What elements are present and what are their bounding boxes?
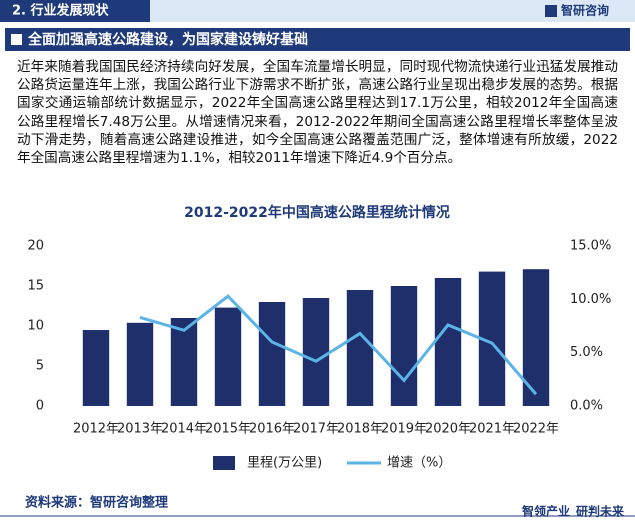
logo-icon (545, 5, 557, 17)
y2-tick-label: 5.0% (570, 345, 603, 360)
bar (170, 318, 198, 406)
x-tick-label: 2016年 (249, 422, 295, 437)
banner (5, 28, 630, 51)
bar (258, 302, 286, 406)
source: 资料来源：智研咨询整理 (25, 495, 168, 511)
x-tick-label: 2019年 (381, 422, 427, 437)
chart-title: 2012-2022年中国高速公路里程统计情况 (184, 204, 450, 221)
y2-tick-label: 10.0% (570, 292, 611, 307)
brand: 智研咨询 (560, 3, 609, 18)
x-tick-label: 2022年 (513, 422, 559, 437)
bar (214, 307, 242, 406)
y-tick-label: 0 (36, 399, 44, 414)
legend-label: 增速（%） (387, 456, 451, 471)
bar (346, 290, 374, 406)
header-bar (0, 0, 635, 22)
paragraph: 近年来随着我国国民经济持续向好发展，全国车流量增长明显，同时现代物流快递行业迅猛… (17, 59, 618, 167)
section-title: 2. 行业发展现状 (12, 3, 110, 19)
y-tick-label: 5 (36, 359, 44, 374)
header-tab (0, 0, 150, 22)
x-tick-label: 2014年 (161, 422, 207, 437)
x-tick-label: 2013年 (117, 422, 163, 437)
footer-right: 研判未来 (576, 504, 625, 519)
x-tick-label: 2017年 (293, 422, 339, 437)
x-tick-label: 2020年 (425, 422, 471, 437)
bar (434, 278, 462, 406)
bar (302, 298, 330, 406)
banner-icon (11, 34, 22, 45)
bar (126, 322, 154, 406)
footer-left: 智领产业 (521, 504, 570, 519)
x-tick-label: 2018年 (337, 422, 383, 437)
y-tick-label: 20 (27, 239, 44, 254)
y2-tick-label: 0.0% (570, 399, 603, 414)
y-tick-label: 15 (27, 279, 44, 294)
x-tick-label: 2021年 (469, 422, 515, 437)
x-tick-label: 2015年 (205, 422, 251, 437)
y2-tick-label: 15.0% (570, 239, 611, 254)
bar (82, 330, 110, 406)
x-tick-label: 2012年 (73, 422, 119, 437)
bar (390, 286, 418, 406)
legend-label: 里程(万公里) (247, 456, 322, 471)
y-tick-label: 10 (27, 319, 44, 334)
line (139, 294, 538, 396)
banner-text: 全面加强高速公路建设，为国家建设铸好基础 (27, 31, 308, 48)
legend-swatch (213, 456, 235, 470)
